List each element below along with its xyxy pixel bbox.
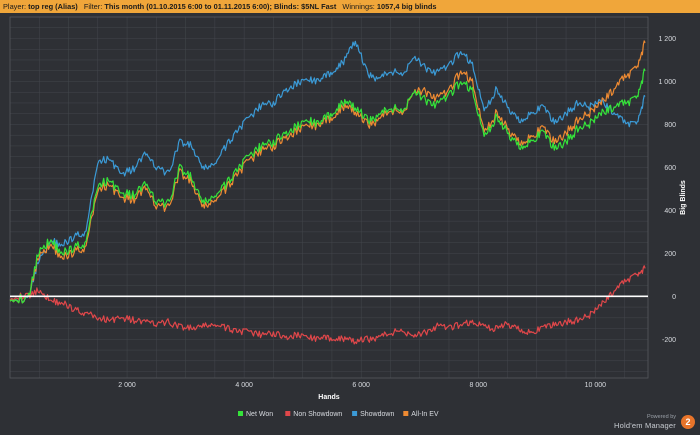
powered-by-text: Powered by	[646, 414, 676, 420]
filter-label: Filter:	[83, 2, 103, 11]
non-showdown-legend-label: Non Showdown	[293, 411, 342, 418]
y-tick-label: 1 200	[658, 36, 676, 43]
brand-name: Hold'em Manager	[614, 421, 676, 430]
series-lines	[9, 40, 646, 345]
plot-frame	[9, 16, 649, 379]
brand-logo-icon: 2	[681, 415, 695, 429]
x-tick-label: 4 000	[235, 382, 253, 389]
y-tick-label: 1 000	[658, 79, 676, 86]
x-axis-title: Hands	[318, 394, 340, 401]
y-tick-label: 800	[664, 122, 676, 129]
showdown-legend-label: Showdown	[360, 411, 394, 418]
player-value: top reg (Alias)	[28, 2, 78, 11]
all-in-ev-series-line	[9, 40, 646, 304]
showdown-legend-swatch	[352, 411, 358, 416]
winnings-label: Winnings:	[342, 2, 375, 11]
y-tick-label: 600	[664, 165, 676, 172]
x-tick-label: 2 000	[118, 382, 136, 389]
x-tick-label: 6 000	[352, 382, 370, 389]
player-label: Player:	[3, 2, 27, 11]
y-tick-label: 400	[664, 208, 676, 215]
report-header-bar: Player: top reg (Alias) Filter: This mon…	[0, 0, 700, 13]
filter-value: This month (01.10.2015 6:00 to 01.11.201…	[104, 2, 337, 11]
legend: Net Won Non Showdown Showdown All-In EV	[238, 411, 439, 418]
all-in-ev-legend-label: All-In EV	[411, 411, 439, 418]
all-in-ev-legend-swatch	[403, 411, 409, 416]
axes: -200 0 200 400 600 800 1 000 1 200 2 000 4 000 6 0…	[10, 36, 687, 401]
showdown-series-line	[9, 40, 646, 303]
x-tick-label: 8 000	[469, 382, 487, 389]
net-won-series-line	[9, 68, 646, 304]
winnings-value: 1057,4 big blinds	[376, 2, 437, 11]
y-tick-label: -200	[662, 337, 676, 344]
y-axis-title: Big Blinds	[680, 180, 687, 215]
non-showdown-series-line	[9, 265, 646, 345]
y-tick-label: 200	[664, 251, 676, 258]
net-won-legend-swatch	[238, 411, 243, 416]
net-won-legend-label: Net Won	[246, 411, 273, 418]
x-tick-label: 10 000	[585, 382, 607, 389]
non-showdown-legend-swatch	[285, 411, 291, 416]
y-tick-label: 0	[672, 294, 676, 301]
graph-chart: -200 0 200 400 600 800 1 000 1 200 2 000 4 000 6 0…	[9, 16, 687, 418]
